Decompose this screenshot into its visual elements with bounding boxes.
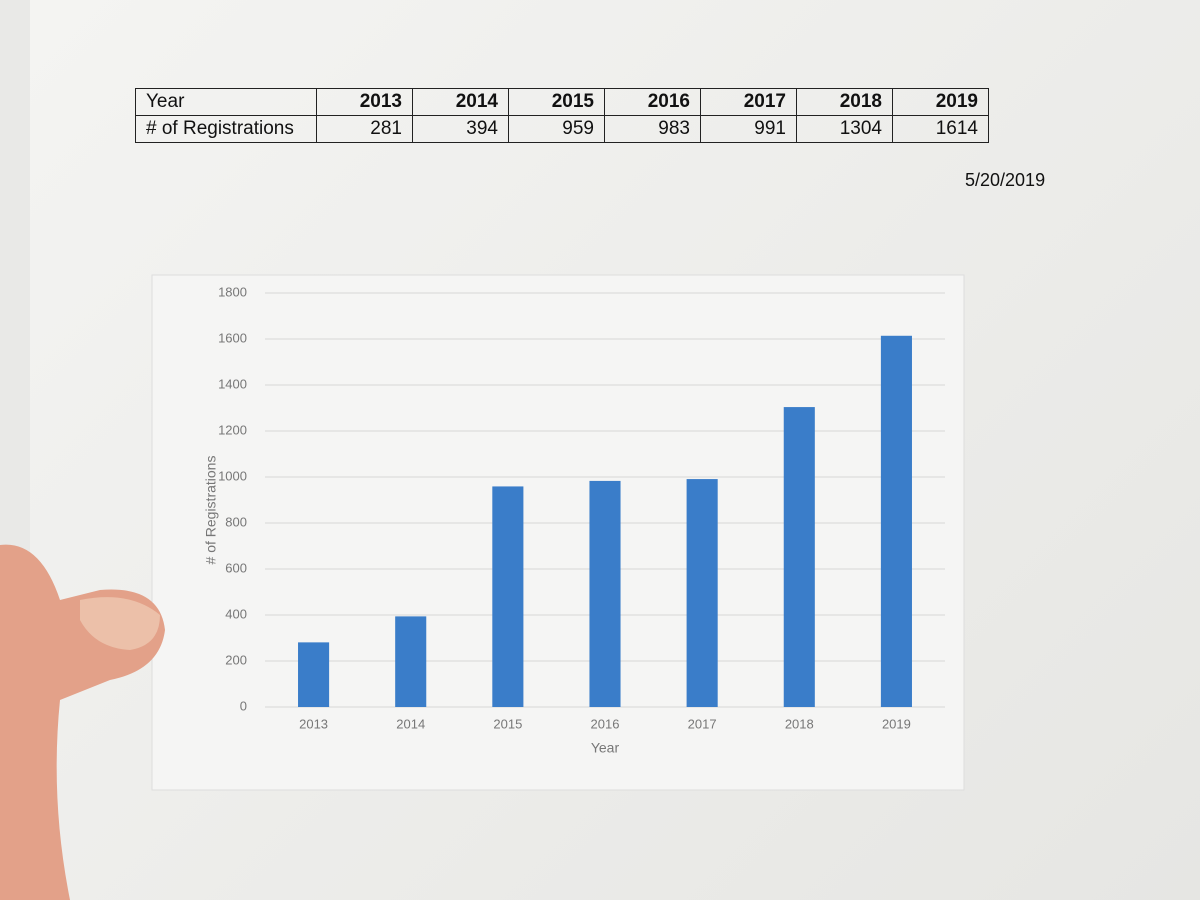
- y-tick-label: 1800: [218, 284, 247, 299]
- row-label: Year: [135, 88, 317, 116]
- header-cell: 2018: [796, 88, 893, 116]
- y-tick-label: 1200: [218, 422, 247, 437]
- x-tick-label: 2016: [591, 716, 620, 731]
- x-tick-label: 2013: [299, 716, 328, 731]
- bar: [395, 616, 427, 707]
- header-cell: 2017: [700, 88, 797, 116]
- bar: [492, 486, 524, 707]
- y-tick-label: 1600: [218, 330, 247, 345]
- bar: [589, 480, 621, 707]
- y-tick-label: 600: [225, 560, 247, 575]
- header-cell: 2016: [604, 88, 701, 116]
- bar: [686, 479, 718, 707]
- value-cell: 1614: [892, 115, 989, 143]
- fingernail: [80, 597, 160, 650]
- y-tick-label: 1400: [218, 376, 247, 391]
- value-cell: 991: [700, 115, 797, 143]
- value-cell: 394: [412, 115, 509, 143]
- y-tick-label: 200: [225, 652, 247, 667]
- hand: [0, 544, 165, 900]
- table-row: Year 2013 2014 2015 2016 2017 2018 2019: [135, 88, 989, 116]
- y-axis-title: # of Registrations: [203, 456, 219, 565]
- header-cell: 2014: [412, 88, 509, 116]
- table-row: # of Registrations 281 394 959 983 991 1304 161…: [135, 115, 989, 143]
- x-tick-label: 2015: [493, 716, 522, 731]
- x-tick-label: 2019: [882, 716, 911, 731]
- date: 5/20/2019: [965, 170, 1046, 190]
- y-tick-label: 1000: [218, 468, 247, 483]
- x-tick-label: 2018: [785, 716, 814, 731]
- x-axis-title: Year: [591, 740, 620, 756]
- registrations-table: Year 2013 2014 2015 2016 2017 2018 2019 # of Reg…: [135, 88, 989, 143]
- bar: [298, 642, 330, 707]
- y-tick-label: 0: [240, 698, 247, 713]
- row-label: # of Registrations: [135, 115, 317, 143]
- value-cell: 281: [316, 115, 413, 143]
- bar: [783, 407, 815, 707]
- hand-shape: [0, 544, 165, 900]
- x-tick-label: 2017: [688, 716, 717, 731]
- chart-frame: [151, 274, 965, 791]
- x-tick-label: 2014: [396, 716, 425, 731]
- y-tick-label: 800: [225, 514, 247, 529]
- y-tick-label: 400: [225, 606, 247, 621]
- value-cell: 959: [508, 115, 605, 143]
- bar: [880, 335, 912, 707]
- value-cell: 983: [604, 115, 701, 143]
- header-cell: 2013: [316, 88, 413, 116]
